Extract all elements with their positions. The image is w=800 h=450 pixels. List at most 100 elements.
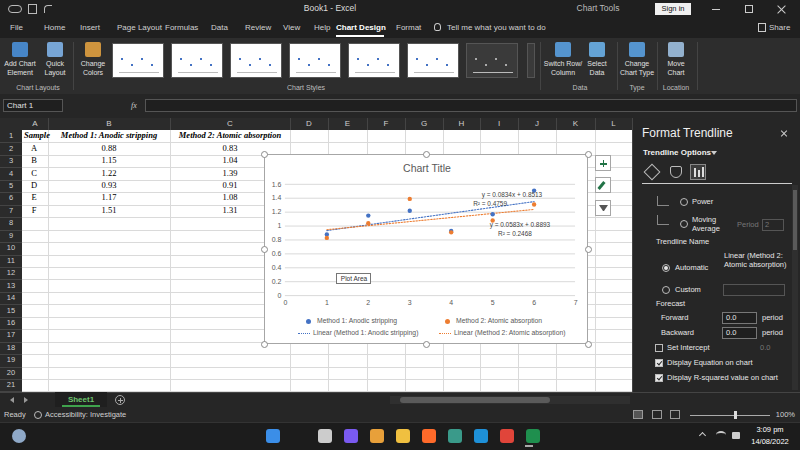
- html-text:100%: 100%: [775, 409, 795, 419]
- html-text:Home: Home: [44, 23, 66, 33]
- svg-text:5: 5: [491, 299, 495, 306]
- html-text:Book1 - Excel: Book1 - Excel: [303, 3, 357, 14]
- html-text:13: 13: [6, 280, 16, 290]
- html-text:3:09 pm: 3:09 pm: [756, 424, 784, 434]
- html-text:17: 17: [6, 330, 16, 340]
- html-text:Sample: Sample: [24, 130, 50, 141]
- svg-text:0.8: 0.8: [272, 236, 282, 243]
- html-text:Accessibility: Investigate: Accessibility: Investigate: [45, 409, 127, 419]
- html-text:Method 2: Atomic absorption: Method 2: Atomic absorption: [178, 130, 282, 141]
- html-text:Review: Review: [245, 23, 272, 33]
- svg-text:7: 7: [574, 299, 578, 306]
- html-text:Ready: Ready: [4, 409, 26, 419]
- html-text:Chart Title: Chart Title: [403, 162, 451, 174]
- html-text:0.88: 0.88: [101, 142, 117, 153]
- svg-text:3: 3: [408, 299, 412, 306]
- html-text:0.93: 0.93: [101, 180, 117, 191]
- html-text:10: 10: [6, 243, 16, 252]
- html-text:Format: Format: [396, 23, 422, 33]
- html-text:Linear (Method 1: Anodic strip: Linear (Method 1: Anodic stripping): [313, 329, 419, 337]
- html-text:Share: Share: [769, 23, 791, 33]
- html-text:Set Intercept: Set Intercept: [667, 342, 710, 352]
- html-text:1.15: 1.15: [101, 155, 117, 166]
- html-text:File: File: [10, 23, 23, 33]
- html-text:Custom: Custom: [675, 284, 701, 294]
- svg-text:y = 0.0834x + 0.8513: y = 0.0834x + 0.8513: [482, 191, 543, 199]
- html-text:16: 16: [6, 317, 16, 327]
- html-text:Average: Average: [692, 223, 720, 233]
- svg-text:1.4: 1.4: [272, 194, 282, 201]
- html-text:Moving: Moving: [692, 214, 717, 224]
- html-text:Trendline Name: Trendline Name: [656, 236, 710, 246]
- html-text:Format Trendline: Format Trendline: [642, 126, 733, 141]
- svg-text:1.2: 1.2: [272, 208, 282, 215]
- html-text:G: G: [420, 119, 428, 129]
- svg-text:y = 0.0583x + 0.8893: y = 0.0583x + 0.8893: [490, 221, 551, 229]
- html-text:Linear (Method 2: Atomic absor: Linear (Method 2: Atomic absorption): [454, 329, 566, 337]
- html-text:Trendline Options: Trendline Options: [643, 148, 711, 158]
- html-text:period: period: [762, 327, 783, 337]
- html-text:Method 2: Atomic absorption: Method 2: Atomic absorption: [456, 317, 543, 325]
- html-text:0.0: 0.0: [726, 312, 737, 322]
- html-text:0.83: 0.83: [222, 142, 238, 153]
- html-text:Chart Tools: Chart Tools: [576, 3, 620, 14]
- html-text:Plot Area: Plot Area: [340, 275, 368, 283]
- html-text:0.91: 0.91: [222, 180, 238, 191]
- svg-text:1: 1: [278, 222, 282, 229]
- html-text:1.08: 1.08: [222, 192, 238, 203]
- html-text:Method 1: Anodic stripping: Method 1: Anodic stripping: [317, 317, 398, 325]
- html-text:18: 18: [6, 342, 16, 352]
- html-text:Chart 1: Chart 1: [7, 100, 34, 110]
- html-text:Linear (Method 2: Atomic absor: Linear (Method 2: Atomic absorption): [724, 251, 787, 269]
- html-text:Sign in: Sign in: [661, 3, 685, 13]
- html-text:Period: Period: [737, 219, 759, 229]
- svg-text:6: 6: [532, 299, 536, 306]
- svg-text:0: 0: [278, 292, 282, 299]
- html-text:0.0: 0.0: [726, 327, 737, 337]
- html-text:12: 12: [6, 267, 16, 277]
- svg-text:1: 1: [325, 299, 329, 306]
- svg-text:0.6: 0.6: [272, 250, 282, 257]
- html-text:20: 20: [6, 367, 16, 377]
- html-text:21: 21: [6, 379, 16, 389]
- html-text:15: 15: [6, 305, 16, 315]
- html-text:1.22: 1.22: [101, 167, 117, 178]
- html-text:Page Layout Formulas: Page Layout Formulas: [117, 23, 199, 33]
- html-text:Display Equation on chart: Display Equation on chart: [667, 357, 753, 367]
- html-text:Forward: Forward: [661, 312, 689, 322]
- svg-text:2: 2: [366, 299, 370, 306]
- html-text:Automatic: Automatic: [675, 262, 709, 272]
- svg-text:0.4: 0.4: [272, 264, 282, 271]
- html-text:1.39: 1.39: [222, 167, 238, 178]
- svg-text:0: 0: [283, 299, 287, 306]
- html-text:1.31: 1.31: [222, 205, 238, 215]
- html-text:Help: Help: [314, 23, 331, 33]
- html-text:14: 14: [6, 292, 16, 302]
- svg-text:R² = 0.2468: R² = 0.2468: [498, 230, 532, 237]
- html-text:1.51: 1.51: [101, 205, 117, 215]
- html-text:Backward: Backward: [661, 327, 694, 337]
- html-text:Method 1: Anodic stripping: Method 1: Anodic stripping: [60, 130, 158, 141]
- html-text:Power: Power: [692, 196, 714, 206]
- html-text:Chart Design: Chart Design: [336, 23, 386, 33]
- svg-text:4: 4: [449, 299, 453, 306]
- html-text:19: 19: [6, 355, 16, 364]
- html-text:Display R-squared value on cha: Display R-squared value on chart: [667, 372, 778, 382]
- html-text:Insert: Insert: [80, 23, 100, 33]
- html-text:Sheet1: Sheet1: [67, 395, 95, 405]
- svg-text:0.2: 0.2: [272, 278, 282, 285]
- html-text:Data: Data: [211, 23, 228, 33]
- html-text:D: D: [30, 180, 38, 191]
- html-text:period: period: [762, 312, 783, 322]
- html-text:0.0: 0.0: [760, 342, 771, 352]
- html-text:Forecast: Forecast: [656, 298, 686, 308]
- html-text:1.17: 1.17: [101, 192, 117, 203]
- html-text:11: 11: [7, 255, 15, 265]
- svg-text:1.6: 1.6: [272, 181, 282, 188]
- html-text:14/08/2022: 14/08/2022: [751, 436, 789, 446]
- html-text:Tell me what you want to do: Tell me what you want to do: [447, 23, 546, 33]
- html-text:View: View: [283, 23, 301, 33]
- html-text:A: A: [30, 142, 38, 153]
- svg-text:R² = 0.4759: R² = 0.4759: [473, 200, 507, 207]
- html-text:1.04: 1.04: [222, 155, 238, 166]
